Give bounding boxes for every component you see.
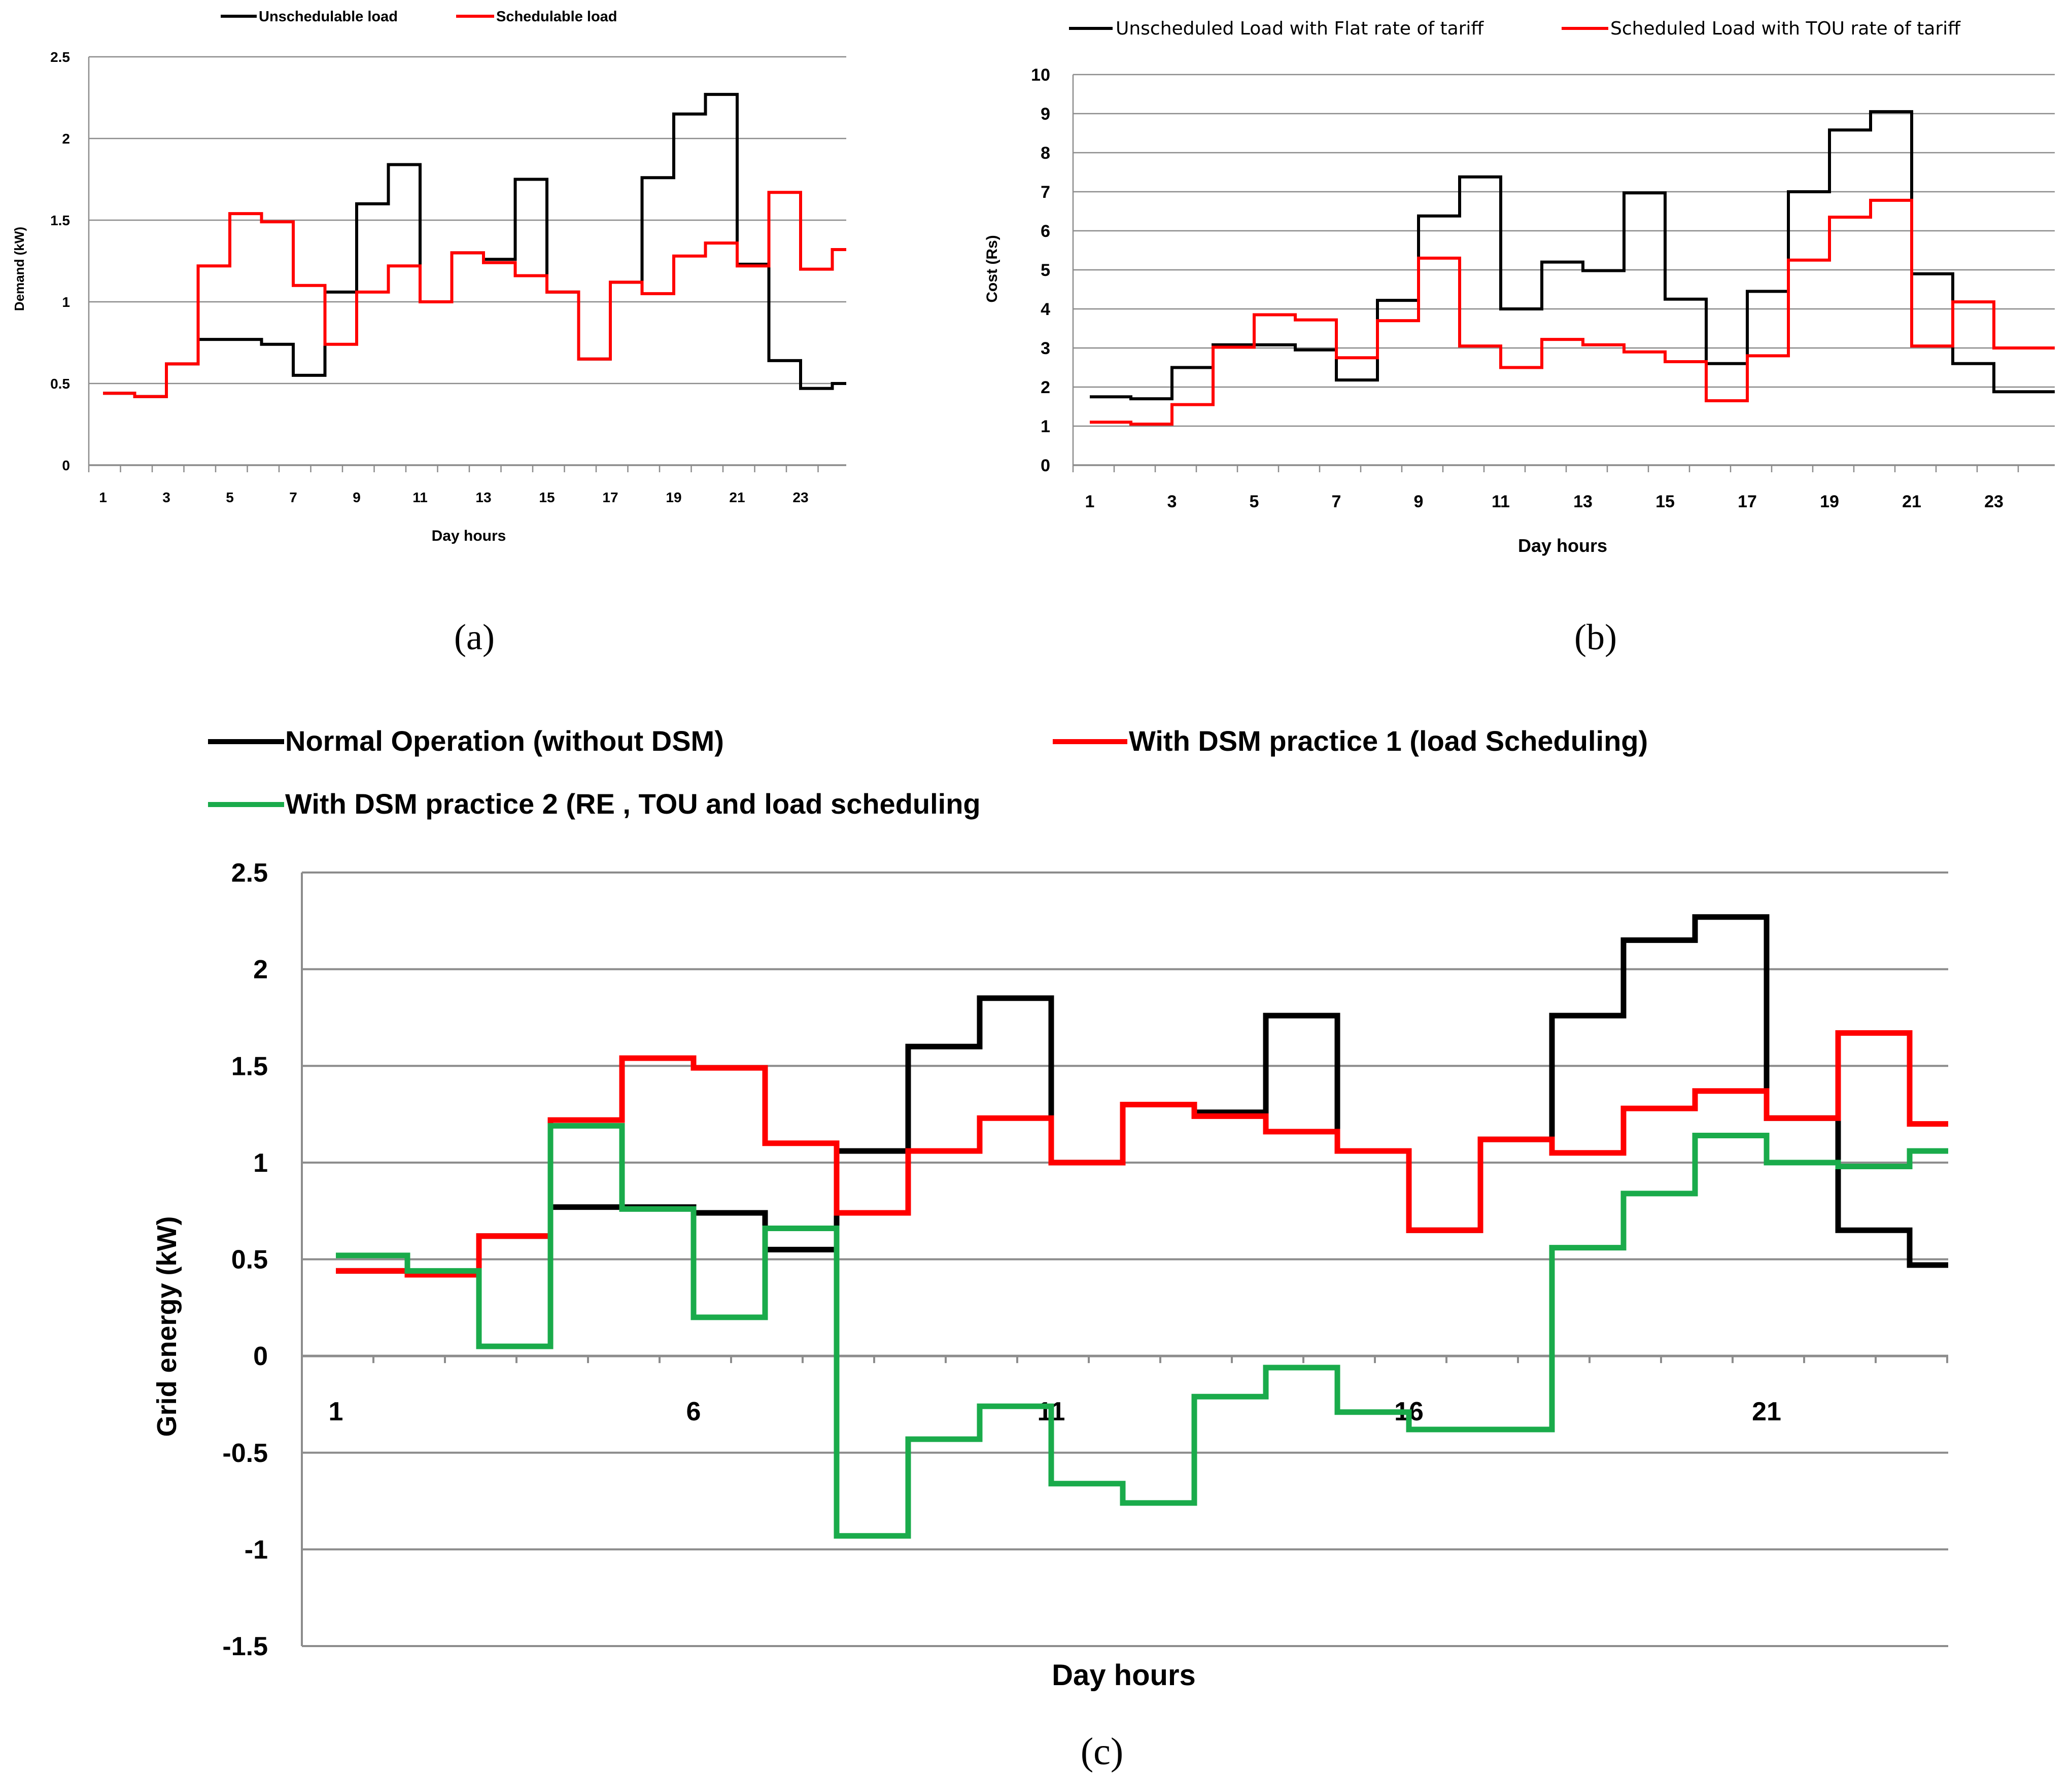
x-tick-label: 23	[1984, 492, 2004, 511]
legend-b-unscheduled: Unscheduled Load with Flat rate of tarif…	[1116, 18, 1484, 39]
legend-c-practice1: With DSM practice 1 (load Scheduling)	[1129, 725, 1648, 757]
series-line-2	[103, 191, 846, 398]
x-tick-label: 21	[1752, 1397, 1781, 1426]
x-tick-label: 19	[666, 490, 681, 505]
y-tick-label: 3	[1041, 339, 1050, 358]
x-tick-label: 1	[329, 1397, 343, 1426]
x-tick-label: 6	[686, 1397, 701, 1426]
y-tick-label: 0.5	[231, 1245, 268, 1275]
x-tick-label: 17	[602, 490, 618, 505]
x-tick-label: 5	[226, 490, 234, 505]
series-line-2	[1090, 198, 2055, 426]
y-tick-label: 10	[1031, 65, 1050, 85]
y-tick-label: 1	[253, 1148, 268, 1178]
x-tick-label: 23	[792, 490, 808, 505]
x-axis-label-b: Day hours	[1518, 535, 1607, 556]
grid-lines	[1072, 74, 2055, 472]
y-tick-label: 4	[1041, 300, 1050, 319]
y-tick-label: 8	[1041, 144, 1050, 163]
y-tick-label: 9	[1041, 104, 1050, 124]
y-tick-label: 0	[1041, 456, 1050, 475]
x-tick-label: 17	[1738, 492, 1757, 511]
y-tick-label: 1	[62, 294, 70, 310]
y-tick-label: 6	[1041, 222, 1050, 241]
x-tick-label: 7	[1332, 492, 1341, 511]
y-tick-label: 2	[62, 131, 70, 147]
x-tick-label: 21	[1902, 492, 1921, 511]
x-tick-label: 1	[1085, 492, 1095, 511]
caption-b: (b)	[1574, 617, 1617, 657]
y-tick-label: 1.5	[50, 213, 70, 228]
legend-c-normal: Normal Operation (without DSM)	[285, 725, 724, 757]
y-tick-label: 0	[62, 458, 70, 473]
chart-panel-b: Unscheduled Load with Flat rate of tarif…	[984, 18, 2055, 657]
y-tick-label: 1	[1041, 417, 1050, 436]
x-tick-label: 13	[475, 490, 491, 505]
y-axis-label-c: Grid energy (kW)	[152, 1216, 182, 1437]
grid-lines	[88, 56, 846, 472]
x-tick-label: 7	[289, 490, 297, 505]
x-axis-label-a: Day hours	[432, 528, 506, 544]
x-tick-label: 5	[1250, 492, 1259, 511]
legend-b-scheduled: Scheduled Load with TOU rate of tariff	[1610, 18, 1961, 39]
x-tick-label: 9	[353, 490, 361, 505]
y-tick-label: 2.5	[231, 858, 268, 888]
x-tick-label: 9	[1414, 492, 1424, 511]
x-axis-label-c: Day hours	[1052, 1659, 1196, 1692]
y-tick-label: 5	[1041, 261, 1050, 280]
y-tick-label: 0	[253, 1342, 268, 1371]
y-tick-label: 0.5	[50, 376, 70, 392]
x-tick-label: 21	[729, 490, 745, 505]
y-tick-label: 2.5	[50, 49, 70, 65]
series-line-1	[1090, 110, 2055, 401]
x-tick-label: 3	[1167, 492, 1177, 511]
x-tick-label: 15	[1655, 492, 1675, 511]
series-line-3	[336, 1123, 1948, 1539]
caption-a: (a)	[454, 617, 495, 657]
legend-a: Unschedulable load Schedulable load	[221, 9, 617, 25]
chart-panel-a: Unschedulable load Schedulable load Dema…	[12, 9, 846, 657]
y-tick-label: 1.5	[231, 1052, 268, 1081]
y-tick-label: 2	[253, 955, 268, 985]
legend-c: Normal Operation (without DSM) With DSM …	[208, 725, 1648, 820]
y-tick-label: -1.5	[222, 1632, 268, 1661]
x-tick-label: 3	[162, 490, 170, 505]
chart-panel-c: Normal Operation (without DSM) With DSM …	[152, 725, 1948, 1773]
y-axis-label-b: Cost (Rs)	[984, 235, 1000, 302]
legend-a-schedulable: Schedulable load	[496, 9, 617, 25]
x-tick-label: 15	[539, 490, 555, 505]
x-tick-label: 1	[99, 490, 107, 505]
x-tick-label: 13	[1573, 492, 1593, 511]
legend-c-practice2: With DSM practice 2 (RE , TOU and load s…	[285, 788, 981, 820]
series-line-2	[336, 1030, 1948, 1278]
y-tick-label: -1	[245, 1535, 268, 1564]
y-tick-label: 7	[1041, 183, 1050, 202]
legend-b: Unscheduled Load with Flat rate of tarif…	[1069, 18, 1961, 39]
x-tick-label: 11	[1492, 492, 1510, 511]
y-tick-label: 2	[1041, 378, 1050, 397]
y-axis-label-a: Demand (kW)	[12, 227, 27, 311]
caption-c: (c)	[1081, 1730, 1123, 1773]
x-tick-label: 19	[1820, 492, 1839, 511]
y-tick-label: -0.5	[222, 1439, 268, 1468]
legend-a-unschedulable: Unschedulable load	[259, 9, 398, 25]
x-tick-label: 11	[412, 490, 428, 505]
